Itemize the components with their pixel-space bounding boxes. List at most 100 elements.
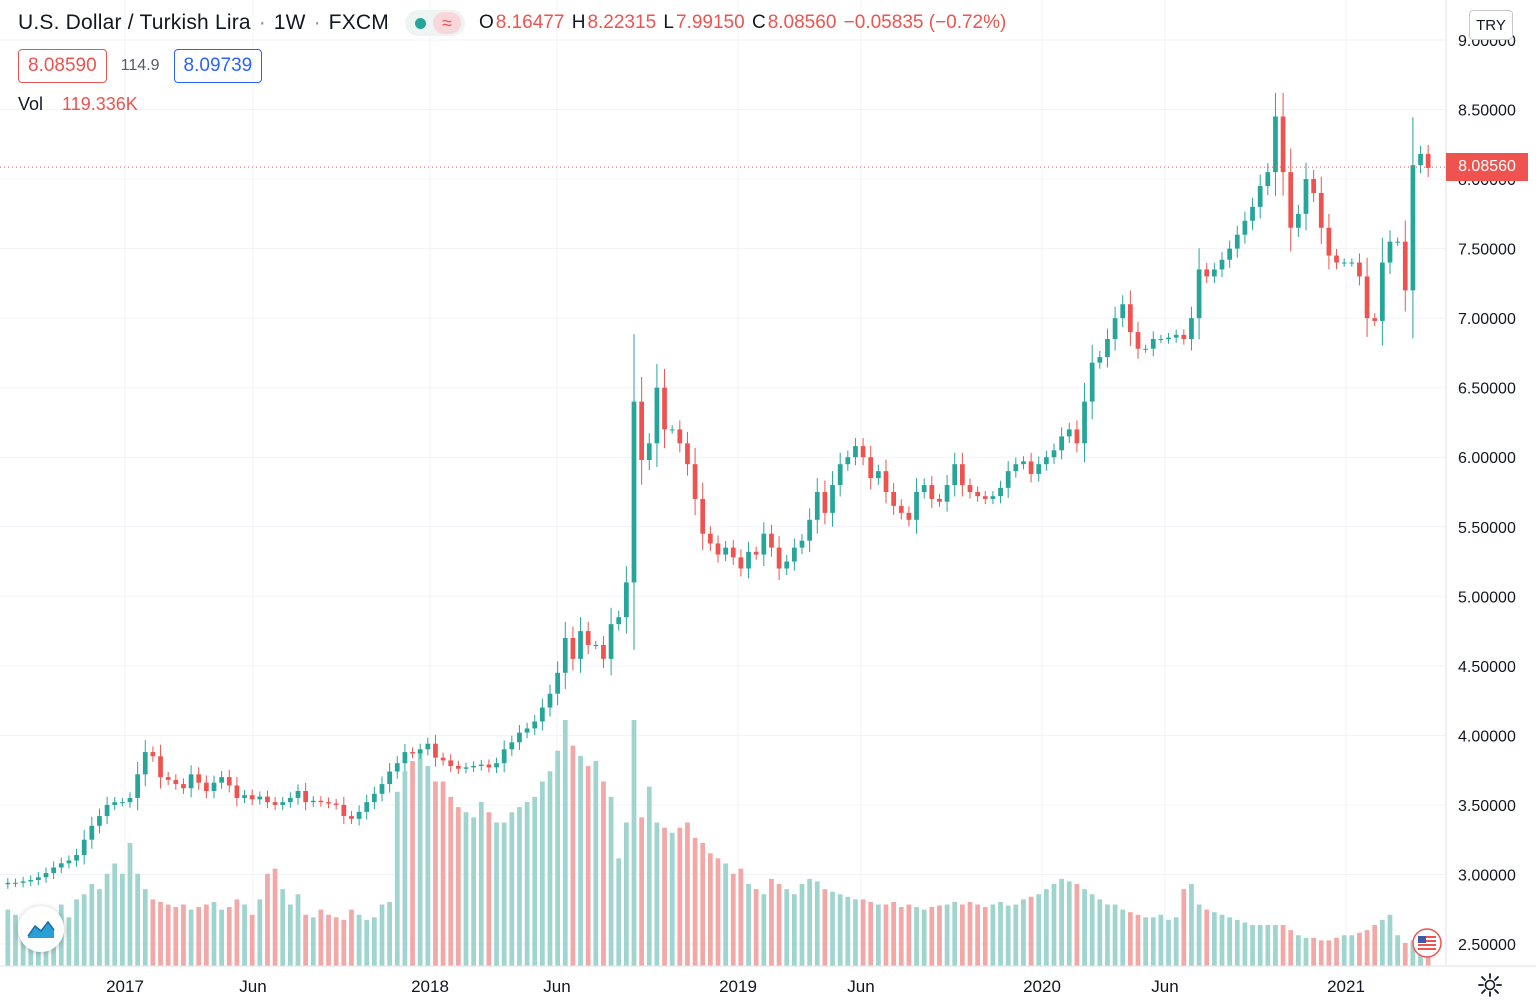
volume-bar — [1127, 912, 1133, 966]
volume-bar — [1021, 899, 1026, 966]
volume-bar — [1242, 922, 1248, 966]
candle-body — [1318, 192, 1324, 228]
logo-icon[interactable] — [18, 906, 64, 952]
volume-bar — [280, 889, 286, 966]
candle-body — [868, 457, 874, 479]
last-price-label: 8.08560 — [1446, 153, 1528, 181]
volume-bar — [1295, 935, 1301, 966]
volume-bar — [463, 812, 469, 966]
candle-body — [685, 443, 690, 465]
candle-body — [601, 644, 606, 659]
candle-body — [952, 464, 958, 486]
candle-body — [1341, 262, 1347, 264]
volume-bar — [1089, 894, 1095, 966]
buy-price-button[interactable]: 8.09739 — [173, 49, 263, 83]
candle-body — [845, 457, 851, 465]
candle-body — [51, 867, 57, 874]
symbol-title[interactable]: U.S. Dollar / Turkish Lira — [18, 11, 251, 34]
candle-body — [761, 533, 767, 555]
candle-body — [853, 446, 858, 458]
candle-body — [975, 492, 981, 497]
volume-bar — [394, 791, 400, 966]
volume-bar — [738, 868, 744, 966]
volume-bar — [1120, 909, 1126, 966]
candle-body — [1349, 262, 1355, 264]
candle-body — [1311, 179, 1317, 193]
high-value: 8.22315 — [587, 12, 657, 33]
quote-row: 8.08590 114.9 8.09739 — [18, 49, 263, 83]
candle-body — [1204, 269, 1210, 277]
volume-bar — [1250, 925, 1255, 966]
us-flag-icon[interactable] — [1412, 928, 1442, 958]
candle-body — [1242, 220, 1248, 235]
volume-bar — [1402, 942, 1408, 966]
candle-body — [257, 796, 263, 800]
candle-body — [1013, 464, 1019, 472]
candle-body — [440, 757, 446, 761]
candle-body — [1379, 262, 1385, 321]
volume-bar — [1005, 905, 1011, 966]
candle-body — [654, 387, 660, 444]
candle-body — [791, 547, 797, 562]
volume-bar — [517, 807, 522, 966]
candle-body — [631, 401, 637, 583]
candle-body — [364, 802, 370, 812]
volume-bar — [959, 904, 965, 966]
compare-wave-icon[interactable]: ≈ — [432, 12, 461, 34]
candle-body — [914, 492, 919, 520]
volume-bar — [1059, 878, 1065, 966]
y-tick-label: 8.50000 — [1458, 103, 1516, 120]
volume-bar — [1211, 912, 1217, 966]
volume-bar — [929, 907, 935, 966]
visibility-toggle[interactable]: ≈ — [404, 10, 465, 36]
x-tick-label: 2018 — [411, 977, 449, 996]
volume-bar — [173, 907, 179, 966]
separator: · — [313, 11, 321, 34]
volume-bar — [837, 894, 843, 966]
candle-body — [20, 881, 26, 883]
ohlc-values: O 8.16477 H 8.22315 L 7.99150 C 8.08560 −0.0… — [478, 12, 1007, 33]
candle-body — [1196, 269, 1202, 319]
volume-bar — [669, 832, 675, 966]
volume-bar — [707, 853, 713, 966]
volume-bar — [226, 907, 232, 966]
candle-body — [402, 752, 408, 764]
volume-bar — [326, 914, 331, 966]
gear-icon[interactable] — [1477, 972, 1503, 998]
candle-body — [616, 617, 622, 625]
candle-body — [524, 728, 530, 733]
candle-body — [593, 644, 599, 646]
volume-bar — [448, 796, 454, 966]
volume-bar — [203, 904, 209, 966]
candle-body — [1181, 334, 1187, 340]
interval-label[interactable]: 1W — [273, 11, 306, 34]
volume-bar — [1227, 917, 1233, 966]
candle-body — [1105, 339, 1110, 358]
volume-bar — [410, 761, 415, 966]
candle-body — [830, 485, 835, 513]
currency-button[interactable]: TRY — [1469, 10, 1513, 40]
volume-bar — [990, 904, 996, 966]
candle-body — [28, 880, 34, 882]
candle-body — [142, 752, 148, 775]
candle-body — [883, 471, 889, 492]
volume-bar — [601, 781, 606, 966]
volume-bar — [1082, 889, 1087, 966]
volume-bar — [723, 863, 729, 966]
volume-bar — [715, 858, 721, 966]
volume-bar — [13, 914, 18, 966]
candle-body — [807, 519, 813, 541]
volume-bar — [1166, 919, 1171, 966]
volume-bar — [387, 901, 393, 966]
candle-body — [81, 839, 87, 855]
candle-body — [486, 764, 492, 768]
volume-label: Vol — [18, 94, 44, 114]
open-value: 8.16477 — [495, 12, 565, 33]
candle-body — [929, 485, 935, 499]
candle-body — [119, 802, 125, 804]
volume-bar — [662, 827, 667, 966]
sell-price-button[interactable]: 8.08590 — [18, 49, 107, 83]
volume-bar — [875, 904, 881, 966]
exchange-label[interactable]: FXCM — [328, 11, 389, 34]
